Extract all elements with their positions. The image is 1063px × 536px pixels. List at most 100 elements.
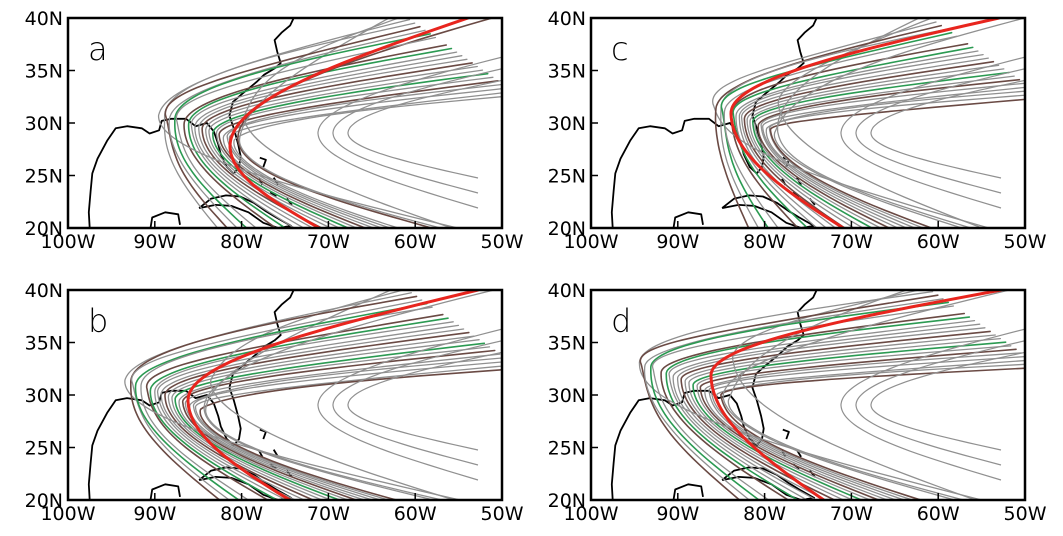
x-tick-label: 90W — [656, 231, 699, 253]
track-line — [192, 361, 502, 500]
map-area — [87, 290, 502, 500]
track-line — [183, 44, 447, 228]
track-line — [218, 80, 499, 228]
track-line — [317, 56, 502, 209]
y-tick-label: 35N — [548, 61, 586, 83]
track-line — [163, 22, 416, 228]
track-line — [168, 29, 426, 228]
axis-tick-labels: 100W 90W 80W 70W 60W 50W 20N 25N 30N 35N 40N — [548, 8, 1047, 253]
track-line — [722, 290, 1012, 500]
y-tick-label: 35N — [25, 333, 63, 355]
track-line — [211, 72, 489, 228]
map-panel-d: d 100W 90W 80W 70W 60W 50W 20N 25N 30N 35N 40N — [548, 280, 1047, 525]
track-line — [708, 355, 1025, 500]
x-tick-label: 70W — [307, 231, 350, 253]
x-tick-label: 60W — [394, 503, 437, 525]
track-line — [243, 18, 454, 228]
track-line — [215, 76, 494, 228]
track-line — [684, 334, 996, 500]
y-tick-label: 25N — [25, 166, 63, 188]
track-line — [171, 339, 480, 500]
track-line — [651, 305, 955, 500]
x-tick-label: 50W — [1004, 231, 1047, 253]
track-line — [332, 68, 502, 194]
track-line — [131, 299, 423, 500]
track-line — [680, 330, 991, 500]
x-tick-label: 80W — [220, 231, 263, 253]
x-tick-label: 100W — [40, 231, 95, 253]
x-tick-label: 70W — [830, 503, 873, 525]
track-line — [222, 83, 502, 228]
track-line — [238, 18, 443, 228]
x-tick-label: 50W — [1004, 503, 1047, 525]
track-line — [699, 348, 1017, 500]
y-tick-label: 20N — [25, 490, 63, 512]
track-line — [749, 68, 1005, 228]
x-tick-label: 90W — [133, 231, 176, 253]
track-line — [711, 359, 1025, 500]
track-line — [643, 298, 944, 500]
x-tick-label: 70W — [830, 231, 873, 253]
track-line — [198, 58, 468, 228]
x-tick-label: 50W — [481, 503, 524, 525]
track-line — [765, 90, 1025, 228]
track-line — [665, 316, 971, 500]
y-tick-label: 40N — [25, 280, 63, 302]
track-line — [130, 295, 418, 500]
track-line — [715, 363, 1025, 500]
track-line — [164, 25, 421, 228]
track-line — [164, 331, 470, 500]
axis-tick-labels: 100W 90W 80W 70W 60W 50W 20N 25N 30N 35N 40N — [25, 8, 524, 253]
axis-tick-labels: 100W 90W 80W 70W 60W 50W 20N 25N 30N 35N 40N — [25, 280, 524, 525]
track-line — [639, 294, 939, 500]
y-tick-label: 35N — [25, 61, 63, 83]
y-tick-label: 30N — [25, 385, 63, 407]
track-line — [184, 353, 501, 500]
track-line — [855, 68, 1025, 194]
coastline — [87, 290, 295, 500]
track-line — [187, 47, 453, 228]
track-line — [688, 337, 1002, 500]
map-area — [610, 290, 1025, 500]
track-line — [762, 86, 1025, 228]
x-tick-label: 60W — [917, 231, 960, 253]
x-tick-label: 100W — [563, 231, 618, 253]
track-lines — [157, 18, 502, 228]
x-tick-label: 100W — [40, 503, 95, 525]
y-tick-label: 40N — [25, 8, 63, 30]
ensemble-mean-track — [729, 18, 1001, 228]
track-line — [233, 96, 502, 228]
track-line — [712, 21, 992, 228]
y-tick-label: 30N — [548, 385, 586, 407]
track-line — [870, 351, 1025, 451]
track-line — [773, 18, 1025, 228]
track-line — [178, 346, 491, 500]
ensemble-mean-track — [709, 290, 1003, 500]
track-line — [201, 62, 473, 228]
x-tick-label: 80W — [743, 503, 786, 525]
track-line — [208, 69, 484, 228]
track-line — [738, 53, 984, 228]
track-line — [160, 328, 465, 500]
ensemble-mean-track — [228, 18, 470, 228]
track-line — [720, 367, 1025, 500]
y-tick-label: 30N — [25, 113, 63, 135]
panel-letter: a — [88, 30, 108, 68]
track-line — [743, 60, 995, 228]
track-line — [174, 33, 431, 228]
x-tick-label: 50W — [481, 231, 524, 253]
track-line — [676, 327, 986, 500]
track-line — [732, 290, 978, 500]
track-line — [226, 88, 502, 228]
track-line — [317, 328, 502, 481]
track-line — [732, 46, 974, 228]
x-tick-label: 100W — [563, 503, 618, 525]
map-panel-b: b 100W 90W 80W 70W 60W 50W 20N 25N 30N 35N 40N — [25, 280, 524, 525]
x-tick-label: 80W — [743, 231, 786, 253]
x-tick-label: 60W — [917, 503, 960, 525]
track-line — [650, 301, 949, 500]
map-area — [610, 18, 1025, 228]
track-line — [746, 64, 1000, 228]
track-line — [194, 365, 502, 500]
